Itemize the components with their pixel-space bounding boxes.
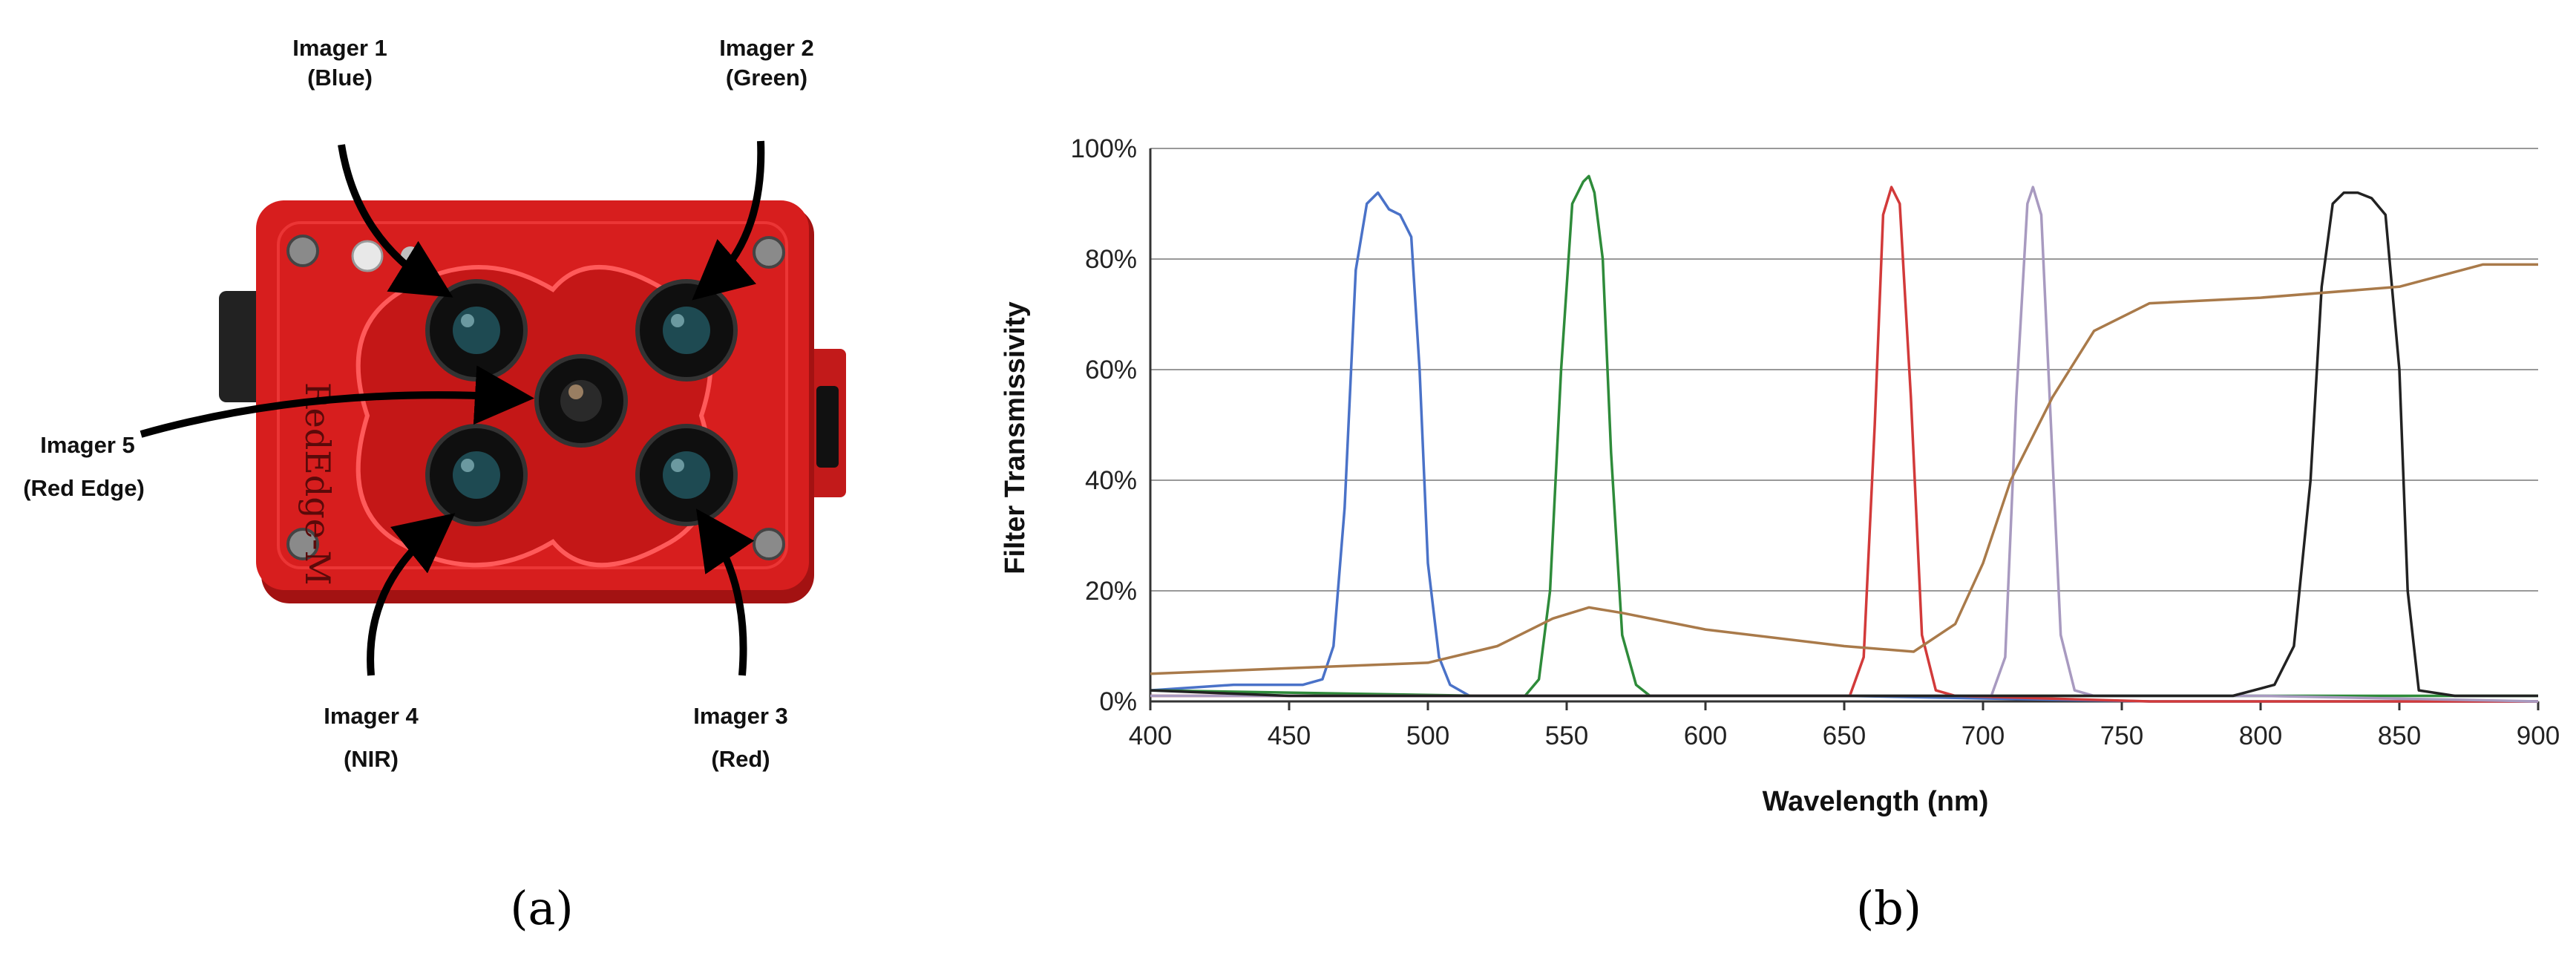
- label-imager-2: Imager 2: [719, 35, 814, 61]
- x-tick-label: 600: [1684, 721, 1727, 750]
- y-tick-label: 40%: [1085, 466, 1137, 495]
- x-tick-label: 700: [1962, 721, 2005, 750]
- right-port: [816, 386, 839, 468]
- x-tick-label: 900: [2517, 721, 2560, 750]
- screw-icons: [286, 235, 785, 560]
- arrow-imager-1: [338, 144, 453, 298]
- arrow-imager-4: [367, 513, 456, 676]
- y-tick-label: 0%: [1099, 687, 1137, 716]
- label-imager-3: Imager 3: [693, 703, 788, 729]
- series-line-5: [1150, 191, 2538, 698]
- series-line-3: [1150, 186, 2538, 703]
- x-tick-label: 750: [2100, 721, 2143, 750]
- x-tick-label: 550: [1545, 721, 1588, 750]
- x-tick-labels: 400 450 500 550 600 650 700 750 800 850 900: [1129, 721, 2560, 750]
- series-lines: [1150, 174, 2539, 703]
- series-line-6: [1150, 263, 2538, 675]
- arrow-imager-5: [140, 365, 534, 438]
- x-tick-label: 450: [1268, 721, 1311, 750]
- led-icon: [351, 240, 384, 272]
- label-imager-4: Imager 4: [324, 703, 419, 729]
- y-axis-label: Filter Transmissivity: [1000, 301, 1031, 574]
- y-tick-label: 60%: [1085, 356, 1137, 384]
- label-imager-1: Imager 1: [292, 35, 387, 61]
- y-tick-labels: 0% 20% 40% 60% 80% 100%: [1070, 134, 1137, 716]
- label-imager-5-band: (Red Edge): [23, 475, 145, 501]
- lens-icons: [425, 279, 738, 526]
- x-tick-label: 400: [1129, 721, 1172, 750]
- arrow-imager-3: [696, 508, 755, 676]
- y-tick-label: 20%: [1085, 577, 1137, 606]
- camera-figure: RedEdge-M Imager 1 (Blue) Imager 2 (Gree…: [23, 35, 846, 935]
- x-tick-label: 800: [2239, 721, 2282, 750]
- series-line-1: [1150, 191, 2538, 703]
- y-tick-label: 100%: [1070, 134, 1137, 163]
- x-tick-label: 500: [1406, 721, 1449, 750]
- caption-b: (b): [1856, 881, 1921, 935]
- camera-brand-text: RedEdge-M: [298, 382, 338, 586]
- label-imager-1-band: (Blue): [307, 65, 373, 91]
- label-imager-2-band: (Green): [726, 65, 807, 91]
- transmissivity-chart: 0% 20% 40% 60% 80% 100% 400 450 500 550 600 650 700…: [1000, 134, 2560, 935]
- label-imager-4-band: (NIR): [344, 746, 399, 772]
- x-axis-label: Wavelength (nm): [1763, 786, 1989, 817]
- panel-b: 0% 20% 40% 60% 80% 100% 400 450 500 550 600 650 700…: [876, 0, 2576, 956]
- x-tick-label: 650: [1823, 721, 1866, 750]
- x-tick-label: 850: [2378, 721, 2421, 750]
- camera-bevel: [277, 221, 788, 569]
- series-line-4: [1150, 186, 2539, 703]
- caption-a: (a): [510, 881, 573, 935]
- label-imager-5: Imager 5: [40, 432, 135, 458]
- label-imager-3-band: (Red): [711, 746, 770, 772]
- panel-a: RedEdge-M Imager 1 (Blue) Imager 2 (Gree…: [0, 0, 876, 956]
- callout-arrows: [140, 140, 765, 676]
- arrow-imager-2: [692, 140, 765, 301]
- y-tick-label: 80%: [1085, 245, 1137, 274]
- imager-labels: Imager 1 (Blue) Imager 2 (Green) Imager …: [23, 35, 814, 772]
